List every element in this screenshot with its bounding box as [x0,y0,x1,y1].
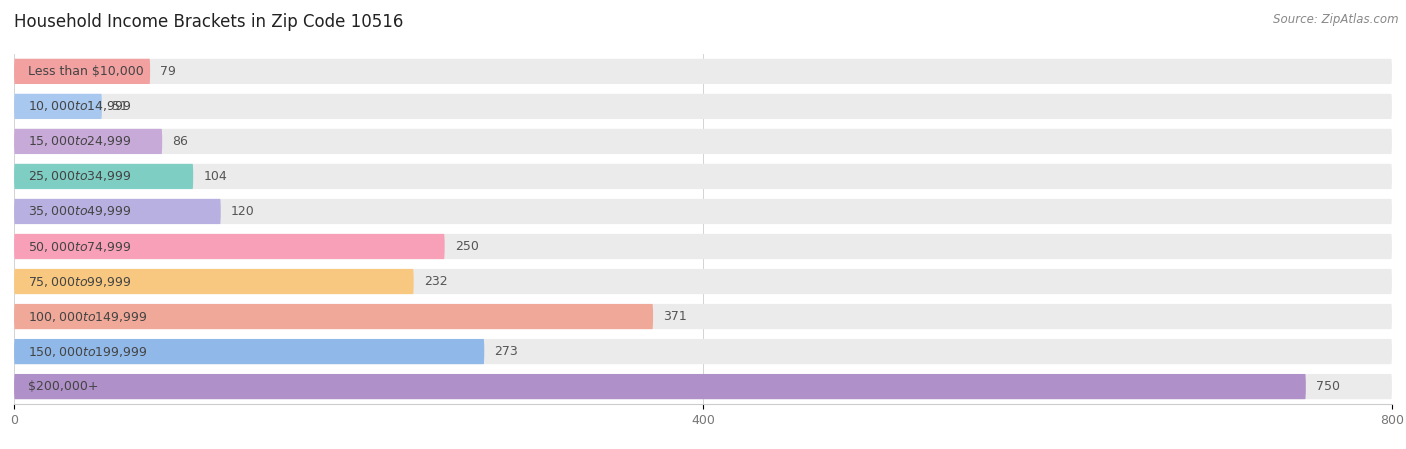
FancyBboxPatch shape [14,339,484,364]
FancyBboxPatch shape [14,304,652,329]
FancyBboxPatch shape [14,94,1392,119]
Text: 86: 86 [173,135,188,148]
Text: $50,000 to $74,999: $50,000 to $74,999 [28,239,131,254]
FancyBboxPatch shape [14,94,101,119]
FancyBboxPatch shape [14,164,1392,189]
FancyBboxPatch shape [14,59,1392,84]
Text: 51: 51 [112,100,128,113]
FancyBboxPatch shape [14,234,1392,259]
FancyBboxPatch shape [14,199,221,224]
Text: $35,000 to $49,999: $35,000 to $49,999 [28,204,131,219]
Text: $150,000 to $199,999: $150,000 to $199,999 [28,344,148,359]
Text: 120: 120 [231,205,254,218]
Text: 750: 750 [1316,380,1340,393]
Text: $25,000 to $34,999: $25,000 to $34,999 [28,169,131,184]
FancyBboxPatch shape [14,269,1392,294]
FancyBboxPatch shape [14,374,1392,399]
FancyBboxPatch shape [14,129,1392,154]
FancyBboxPatch shape [14,339,1392,364]
Text: $10,000 to $14,999: $10,000 to $14,999 [28,99,131,114]
Text: 232: 232 [425,275,447,288]
FancyBboxPatch shape [14,374,1306,399]
Text: 273: 273 [495,345,519,358]
Text: $100,000 to $149,999: $100,000 to $149,999 [28,309,148,324]
Text: 371: 371 [664,310,688,323]
Text: Source: ZipAtlas.com: Source: ZipAtlas.com [1274,13,1399,26]
FancyBboxPatch shape [14,199,1392,224]
Text: $200,000+: $200,000+ [28,380,98,393]
Text: 250: 250 [456,240,479,253]
FancyBboxPatch shape [14,304,1392,329]
FancyBboxPatch shape [14,129,162,154]
FancyBboxPatch shape [14,269,413,294]
Text: $15,000 to $24,999: $15,000 to $24,999 [28,134,131,149]
FancyBboxPatch shape [14,59,150,84]
Text: $75,000 to $99,999: $75,000 to $99,999 [28,274,131,289]
Text: 79: 79 [160,65,176,78]
FancyBboxPatch shape [14,234,444,259]
Text: 104: 104 [204,170,228,183]
Text: Household Income Brackets in Zip Code 10516: Household Income Brackets in Zip Code 10… [14,13,404,31]
Text: Less than $10,000: Less than $10,000 [28,65,143,78]
FancyBboxPatch shape [14,164,193,189]
